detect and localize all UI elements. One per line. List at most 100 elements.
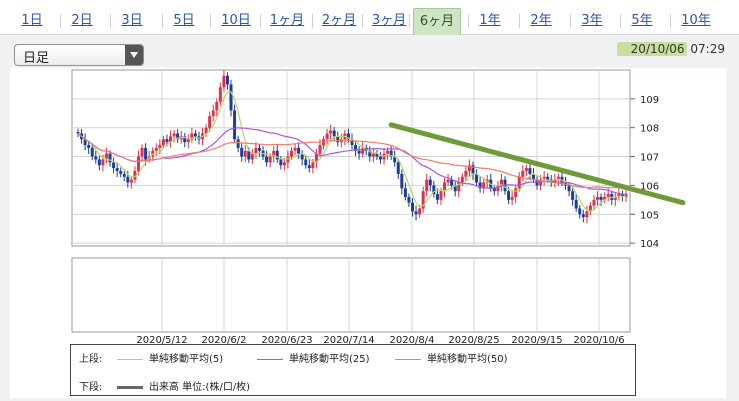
candle-body [471,165,475,174]
candle-body [108,153,112,163]
tab-separator [312,14,313,28]
tab-13[interactable]: 10年 [681,13,711,28]
candle-body [443,182,447,192]
y-tick-label: 106 [640,181,659,192]
candle-body [450,179,454,186]
candle-body [329,130,333,134]
tab-1[interactable]: 2日 [71,13,93,28]
tab-separator [60,14,61,28]
candle-body [112,162,116,169]
candle-body [172,133,176,137]
tab-5[interactable]: 1ヶ月 [269,13,305,28]
candle-body [158,145,162,148]
candle-body [236,139,240,148]
candle-body [539,179,543,186]
last-updated-date: 20/10/06 [616,42,687,56]
legend-ma25-label: 単純移動平均(25) [289,354,370,365]
candle-period-select[interactable]: 日足 [14,44,144,66]
tab-2[interactable]: 3日 [121,13,143,28]
candle-body [140,147,144,157]
ma5-swatch [117,358,143,360]
moving-average-25-line [77,127,627,195]
last-updated: 20/10/06 07:29 [616,40,725,58]
candle-body [542,176,546,180]
candle-body [553,179,557,183]
candle-body [567,185,571,192]
y-tick-label: 105 [640,210,659,221]
trend-line [388,122,686,206]
tab-12[interactable]: 5年 [631,13,653,28]
candle-body [517,176,521,189]
candle-body [460,176,464,183]
candle-body [257,147,261,151]
candle-body [599,196,603,200]
legend-volume-label: 出来高 単位:(株/口/枚) [149,382,251,393]
candle-body [133,170,137,180]
candle-body [531,173,535,180]
candle-body [293,147,297,151]
candle-body [229,84,233,111]
tab-0[interactable]: 1日 [21,13,43,28]
tab-separator [362,14,363,28]
candle-body [169,136,173,143]
candle-body [492,188,496,192]
candle-body [546,176,550,180]
candle-body [464,170,468,177]
candle-body [97,159,101,166]
x-tick-label: 2020/7/14 [323,335,374,344]
tab-8[interactable]: 6ヶ月 [413,8,461,35]
candle-body [371,153,375,157]
tab-6[interactable]: 2ヶ月 [321,13,357,28]
candle-body [204,127,208,134]
candle-body [250,153,254,160]
candle-body [574,199,578,209]
candle-body [211,110,215,117]
candle-body [119,170,123,174]
candle-body [556,176,560,180]
candle-body [407,196,411,203]
candle-body [624,194,628,197]
legend-ma5: 単純移動平均(5) [117,350,223,365]
tab-11[interactable]: 3年 [581,13,603,28]
candle-body [254,147,258,154]
candle-period-value: 日足 [23,51,50,66]
candle-body [325,133,329,140]
candle-body [414,211,418,215]
tab-10[interactable]: 2年 [530,13,552,28]
last-updated-time: 07:29 [690,42,725,56]
price-plot-frame [71,69,631,247]
candle-body [307,165,311,169]
y-tick-label: 109 [640,95,659,106]
candle-body [613,196,617,200]
dropdown-button[interactable] [125,45,143,65]
candle-body [136,156,140,171]
candle-body [144,147,148,160]
candle-body [233,110,237,140]
candle-body [186,139,190,143]
tab-3[interactable]: 5日 [173,13,195,28]
candle-body [122,173,126,177]
tab-4[interactable]: 10日 [221,13,251,28]
candle-body [368,150,372,157]
legend-ma5-label: 単純移動平均(5) [149,354,224,365]
tab-7[interactable]: 3ヶ月 [371,13,407,28]
y-tick-label: 108 [640,124,659,135]
ma50-swatch [395,358,421,360]
candle-body [222,75,226,88]
candle-body [361,147,365,154]
candle-body [318,145,322,154]
candle-body [428,179,432,186]
candle-body [265,156,269,163]
tab-9[interactable]: 1年 [479,13,501,28]
candle-body [446,179,450,183]
candle-body [393,156,397,163]
candle-body [225,75,229,85]
x-tick-label: 2020/10/6 [573,335,624,344]
legend-upper-label: 上段: [79,354,103,365]
candle-body [432,185,436,195]
ma25-swatch [257,358,283,360]
legend-ma25: 単純移動平均(25) [257,350,370,365]
chart-area: 104 105 106 107 108 109 2020/5/12 2020/6/2 2020/… [10,68,726,398]
candle-body [400,173,404,189]
